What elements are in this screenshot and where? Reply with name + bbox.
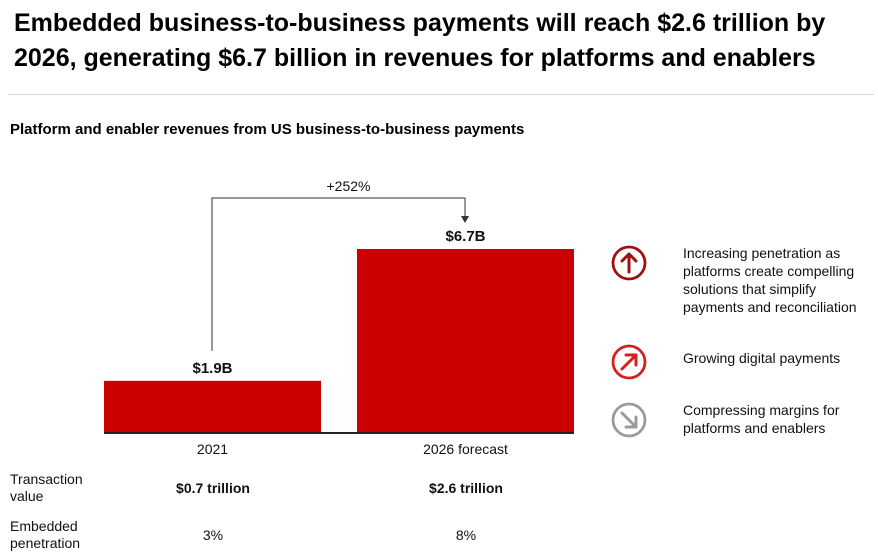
category-label-0: 2021 [197,441,228,457]
category-label-1: 2026 forecast [423,441,508,457]
growth-arrowhead [461,216,469,223]
driver-text: Compressing margins for platforms and en… [683,402,840,436]
growth-connector [211,197,466,351]
bar-1 [357,249,574,433]
embedded-penetration-2021: 3% [202,527,224,543]
data-label-0: $1.9B [192,360,232,377]
embedded-penetration-label: Embedded penetration [10,518,81,551]
arrow-up-circle-icon [611,245,647,281]
growth-annotation: +252% [327,178,371,194]
divider [8,94,874,95]
arrow-down-right-circle-icon [611,402,647,438]
chart-title: Platform and enabler revenues from US bu… [10,121,525,138]
driver-text: Growing digital payments [683,350,841,366]
arrow-up-right-circle-icon [611,344,647,380]
bar-chart: $1.9B 2021 $6.7B 2026 forecast +252% [104,178,574,457]
transaction-value-label: Transaction value [10,471,83,504]
driver-text: Increasing penetration as platforms crea… [683,245,857,315]
data-label-1: $6.7B [445,228,485,245]
bar-0 [104,380,321,433]
transaction-value-2026: $2.6 trillion [429,480,503,496]
transaction-value-2021: $0.7 trillion [176,480,250,496]
headline: Embedded business-to-business payments w… [14,9,826,72]
embedded-penetration-2026: 8% [455,527,477,543]
